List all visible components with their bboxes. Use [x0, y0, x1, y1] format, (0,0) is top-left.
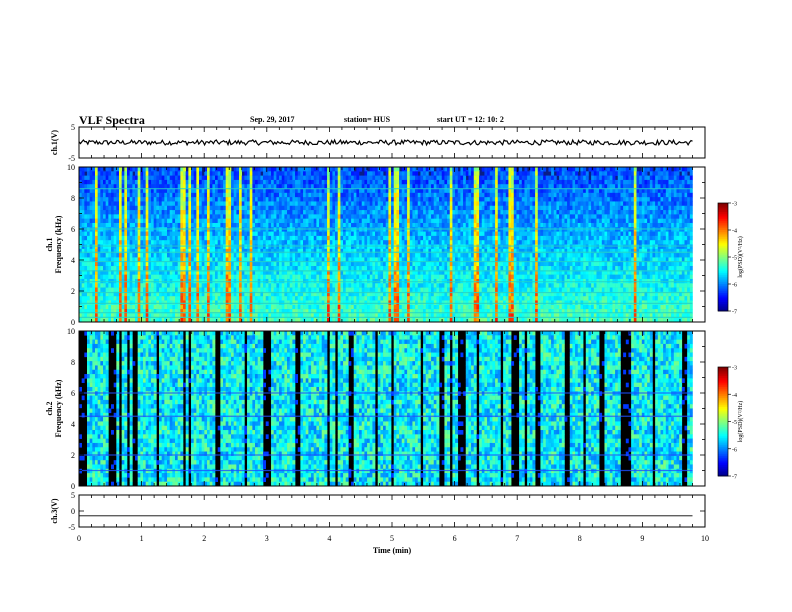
y-axis-label: ch.1(V) [50, 130, 59, 155]
colorbar-tick-label: -6 [732, 447, 737, 453]
station-label: station= HUS [344, 115, 391, 124]
y-axis-label: Frequency (kHz) [54, 215, 63, 273]
date-label: Sep. 29, 2017 [250, 115, 295, 124]
y-tick-label: 8 [71, 358, 75, 367]
x-tick-label: 7 [515, 534, 519, 543]
y-axis-label-channel: ch.2 [45, 402, 54, 416]
y-tick-label: 6 [71, 225, 75, 234]
y-tick-label: 8 [71, 194, 75, 203]
y-tick-label: 0 [71, 318, 75, 327]
y-tick-label: 0 [71, 507, 75, 516]
panel-ch3-waveform: 5 0 -5 ch.3(V) [50, 491, 706, 532]
colorbar-tick-label: -7 [732, 310, 737, 316]
colorbar-tick-label: -5 [732, 256, 737, 262]
x-tick-label: 4 [327, 534, 331, 543]
start-ut-label: start UT = 12: 10: 2 [437, 115, 504, 124]
x-tick-label: 2 [202, 534, 206, 543]
y-tick-label: 2 [71, 451, 75, 460]
colorbar-tick-label: -7 [732, 475, 737, 481]
y-tick-label: 4 [71, 256, 75, 265]
panel-ch2-spectrogram: 0 2 4 6 8 10 ch.2 Frequency (kHz) [45, 327, 706, 491]
colorbar-label: log(PSD)(V²/Hz) [737, 401, 744, 442]
colorbar: -3 -4 -5 -6 -7 log(PSD)(V²/Hz) [717, 202, 744, 316]
y-tick-label: -5 [68, 154, 75, 163]
colorbar-tick-label: -3 [732, 202, 737, 208]
y-tick-label: 2 [71, 287, 75, 296]
y-tick-label: 0 [71, 482, 75, 491]
y-axis-label-channel: ch.1 [45, 238, 54, 252]
x-tick-label: 1 [140, 534, 144, 543]
y-tick-label: -5 [68, 523, 75, 532]
colorbar: -3 -4 -5 -6 -7 log(PSD)(V²/Hz) [717, 366, 744, 481]
x-tick-label: 10 [701, 534, 709, 543]
y-tick-label: 5 [71, 123, 75, 132]
colorbar-tick-label: -4 [732, 229, 737, 235]
spectrogram-cells [79, 167, 693, 323]
x-tick-label: 3 [265, 534, 269, 543]
x-tick-label: 6 [453, 534, 457, 543]
y-axis-label: Frequency (kHz) [54, 379, 63, 437]
y-tick-label: 10 [67, 163, 75, 172]
x-tick-label: 0 [77, 534, 81, 543]
x-tick-label: 9 [640, 534, 644, 543]
y-tick-label: 6 [71, 389, 75, 398]
panel-ch1-spectrogram: 0 2 4 6 8 10 ch.1 Frequency (kHz) [45, 163, 706, 327]
spectrogram-cells [79, 331, 693, 487]
colorbar-tick-label: -4 [732, 393, 737, 399]
colorbar-tick-label: -5 [732, 420, 737, 426]
y-axis-label: ch.3(V) [50, 498, 59, 523]
colorbar-tick-label: -3 [732, 366, 737, 372]
x-tick-label: 8 [578, 534, 582, 543]
y-tick-label: 10 [67, 327, 75, 336]
panel-ch1-waveform: 5 -5 ch.1(V) [50, 123, 706, 163]
chart-title: VLF Spectra [79, 113, 145, 127]
waveform-trace [78, 138, 693, 147]
x-tick-label: 5 [390, 534, 394, 543]
x-axis-label: Time (min) [373, 546, 412, 555]
y-tick-label: 4 [71, 420, 75, 429]
y-tick-label: 5 [71, 491, 75, 500]
colorbar-label: log(PSD)(V²/Hz) [737, 236, 744, 277]
colorbar-tick-label: -6 [732, 283, 737, 289]
